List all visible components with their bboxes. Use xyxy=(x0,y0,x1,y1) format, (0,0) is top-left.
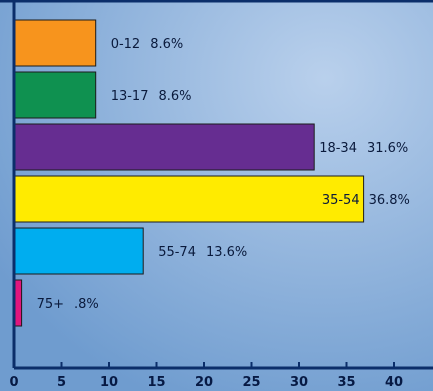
bar-value-label: 8.6% xyxy=(150,37,183,52)
bar-category-label: 0-12 xyxy=(111,37,141,52)
x-tick-label: 5 xyxy=(57,375,66,390)
x-tick-label: 20 xyxy=(195,375,213,390)
x-tick-label: 25 xyxy=(242,375,260,390)
bar-value-label: 36.8% xyxy=(369,193,410,208)
bar-55-74 xyxy=(13,227,144,275)
bar-35-54 xyxy=(13,175,365,223)
bar-value-label: .8% xyxy=(74,297,99,312)
bar-value-label: 8.6% xyxy=(158,89,191,104)
bar-18-34 xyxy=(13,123,315,171)
bar-value-label: 13.6% xyxy=(206,245,247,260)
bar-category-label: 35-54 xyxy=(322,193,360,208)
x-tick-label: 0 xyxy=(9,375,18,390)
bar-13-17 xyxy=(13,71,97,119)
bar-category-label: 75+ xyxy=(37,297,64,312)
x-tick-label: 30 xyxy=(290,375,308,390)
bar-category-label: 18-34 xyxy=(319,141,357,156)
x-tick-label: 15 xyxy=(147,375,165,390)
bar-category-label: 13-17 xyxy=(111,89,149,104)
bar-0-12 xyxy=(13,19,97,67)
x-tick-label: 10 xyxy=(100,375,118,390)
x-tick-label: 35 xyxy=(337,375,355,390)
bars-group: 0-12 8.6% 13-17 8.6% 18-34 31.6% 35-54 36.8% 55-… xyxy=(13,19,410,327)
x-tick-label: 40 xyxy=(385,375,403,390)
bar-category-label: 55-74 xyxy=(158,245,196,260)
bar-value-label: 31.6% xyxy=(367,141,408,156)
